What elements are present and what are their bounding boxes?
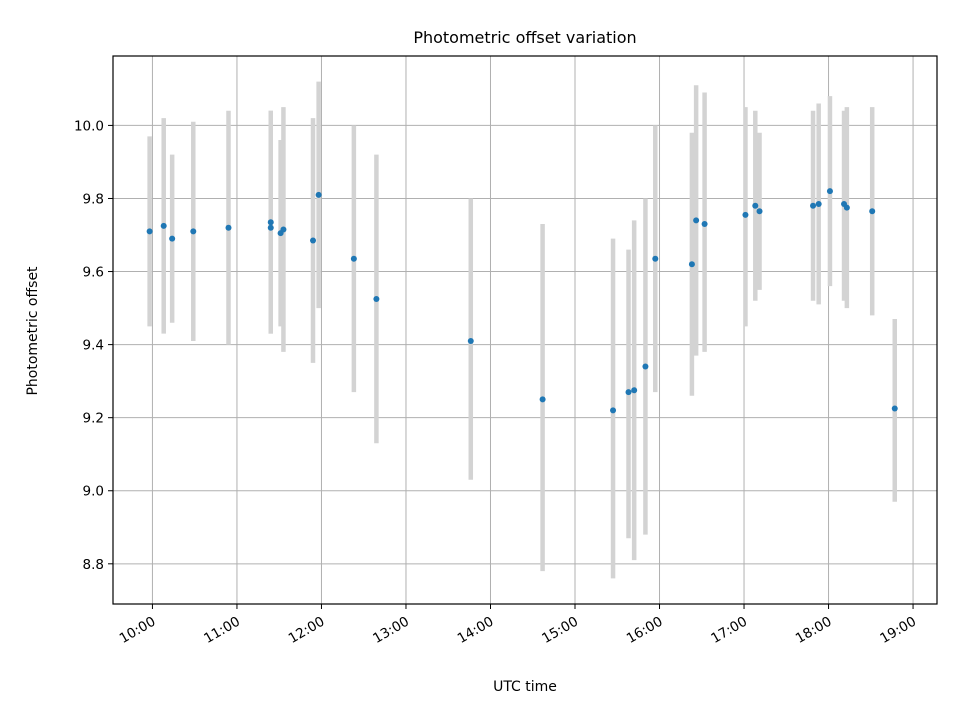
data-point xyxy=(350,255,357,262)
data-point xyxy=(610,407,617,414)
data-point xyxy=(225,224,232,231)
data-point xyxy=(190,228,197,235)
data-point xyxy=(315,191,322,198)
axes-frame xyxy=(112,55,938,605)
y-tick-label: 9.8 xyxy=(83,191,104,207)
data-point xyxy=(631,387,638,394)
data-point xyxy=(843,204,850,211)
data-point xyxy=(267,224,274,231)
data-point xyxy=(642,363,649,370)
data-point xyxy=(701,221,708,228)
data-point xyxy=(467,337,474,344)
data-point xyxy=(742,211,749,218)
y-axis-label: Photometric offset xyxy=(25,266,41,396)
data-point xyxy=(826,188,833,195)
data-point xyxy=(267,219,274,226)
y-tick-label: 8.8 xyxy=(83,557,104,573)
y-tick-label: 9.0 xyxy=(83,484,104,500)
data-point xyxy=(693,217,700,224)
y-tick-label: 10.0 xyxy=(74,118,104,134)
data-point xyxy=(652,255,659,262)
data-point xyxy=(169,235,176,242)
y-tick-label: 9.4 xyxy=(83,338,104,354)
data-point xyxy=(815,200,822,207)
chart-title: Photometric offset variation xyxy=(413,28,636,47)
grid-layer xyxy=(113,56,937,604)
data-point xyxy=(810,202,817,209)
data-point xyxy=(373,295,380,302)
data-point xyxy=(625,389,632,396)
data-point xyxy=(688,261,695,268)
data-point xyxy=(160,222,167,229)
data-point xyxy=(310,237,317,244)
data-point xyxy=(752,202,759,209)
data-point xyxy=(280,226,287,233)
y-tick-label: 9.2 xyxy=(83,411,104,427)
point-layer xyxy=(146,188,898,414)
data-point xyxy=(869,208,876,215)
data-point xyxy=(539,396,546,403)
y-tick-label: 9.6 xyxy=(83,265,104,281)
data-point xyxy=(146,228,153,235)
data-point xyxy=(891,405,898,412)
data-point xyxy=(756,208,763,215)
x-axis-label: UTC time xyxy=(493,679,557,695)
